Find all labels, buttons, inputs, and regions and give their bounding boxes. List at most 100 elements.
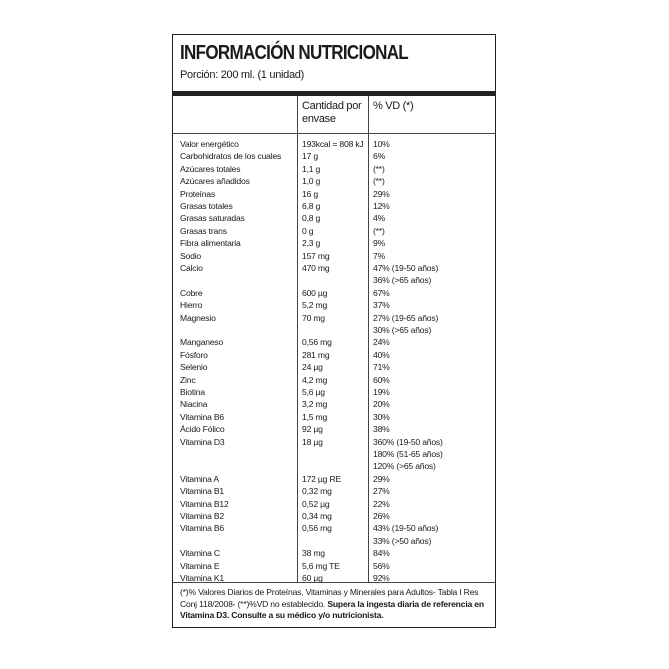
nutrient-vd: (**) <box>373 163 385 174</box>
nutrient-amount: 0,52 µg <box>302 498 330 509</box>
nutrient-vd: 6% <box>373 151 386 162</box>
nutrient-name: Zinc <box>180 374 196 385</box>
label-box <box>172 34 496 628</box>
nutrient-amount: 1,0 g <box>302 176 321 187</box>
nutrient-vd: 27% (19-65 años) <box>373 312 439 323</box>
nutrient-amount: 18 µg <box>302 436 323 447</box>
nutrient-amount: 600 µg <box>302 287 328 298</box>
nutrient-name: Vitamina B2 <box>180 511 224 521</box>
nutrient-name: Vitamina B12 <box>180 498 229 509</box>
nutrient-name: Vitamina B1 <box>180 486 224 497</box>
nutrient-vd: 37% <box>373 300 390 311</box>
nutrient-name: Biotina <box>180 387 205 397</box>
nutrient-vd: 36% (>65 años) <box>373 275 432 286</box>
nutrient-name: Azúcares añadidos <box>180 176 250 187</box>
nutrient-vd: 180% (51-65 años) <box>373 449 443 459</box>
nutrient-name: Fibra alimentaria <box>180 238 241 249</box>
nutrient-name: Hierro <box>180 300 203 311</box>
nutrient-amount: 2,3 g <box>302 238 321 249</box>
nutrient-amount: 470 mg <box>302 263 330 273</box>
nutrient-name: Niacina <box>180 399 208 410</box>
nutrient-name: Vitamina A <box>180 473 219 484</box>
nutrient-vd: 84% <box>373 548 390 559</box>
nutrient-vd: 38% <box>373 424 390 435</box>
nutrient-vd: 19% <box>373 387 390 397</box>
nutrient-vd: 22% <box>373 498 390 509</box>
nutrient-vd: 30% <box>373 411 390 422</box>
nutrient-name: Vitamina K1 <box>180 573 224 583</box>
nutrient-amount: 157 mg <box>302 250 330 261</box>
nutrient-name: Grasas trans <box>180 225 227 236</box>
nutrient-vd: 60% <box>373 374 390 385</box>
footer-note: (*)% Valores Diarios de Proteínas, Vitam… <box>180 587 479 609</box>
nutrient-name: Magnesio <box>180 312 216 323</box>
nutrient-vd: 26% <box>373 511 390 521</box>
nutrient-vd: 12% <box>373 201 390 211</box>
nutrient-name: Ácido Fólico <box>180 424 225 435</box>
nutrient-name: Cobre <box>180 287 203 298</box>
column-divider <box>368 96 369 582</box>
title: INFORMACIÓN NUTRICIONAL <box>180 42 409 64</box>
nutrient-amount: 60 µg <box>302 573 323 583</box>
nutrient-vd: 67% <box>373 287 390 298</box>
nutrient-vd: 71% <box>373 362 390 373</box>
nutrient-name: Selenio <box>180 362 208 373</box>
nutrient-name: Fósforo <box>180 349 208 360</box>
nutrient-vd: 92% <box>373 573 390 583</box>
nutrient-vd: 7% <box>373 250 386 261</box>
nutrient-amount: 193kcal = 808 kJ <box>302 139 364 149</box>
amount-header: Cantidad por envase <box>302 100 362 125</box>
nutrient-amount: 0 g <box>302 225 314 236</box>
nutrient-amount: 38 mg <box>302 548 325 559</box>
nutrient-vd: 40% <box>373 349 390 360</box>
nutrient-amount: 5,6 µg <box>302 387 325 397</box>
nutrient-name: Carbohidratos de los cuales <box>180 151 282 162</box>
footer-warning: Supera la ingesta diaria de referencia e… <box>180 598 484 621</box>
nutrient-vd: 43% (19-50 años) <box>373 523 439 534</box>
nutrient-amount: 0,56 mg <box>302 523 332 534</box>
nutrient-amount: 1,5 mg <box>302 411 328 422</box>
nutrient-name: Vitamina C <box>180 548 220 559</box>
vd-header: % VD (*) <box>373 100 414 112</box>
nutrient-amount: 281 mg <box>302 349 330 360</box>
nutrient-name: Proteínas <box>180 188 215 199</box>
nutrient-vd: 10% <box>373 139 390 149</box>
nutrient-name: Vitamina B6 <box>180 523 224 534</box>
nutrient-name: Calcio <box>180 263 203 273</box>
thick-rule <box>173 91 495 96</box>
nutrient-amount: 0,32 mg <box>302 486 332 497</box>
nutrient-vd: 120% (>65 años) <box>373 461 436 472</box>
nutrient-vd: 29% <box>373 188 390 199</box>
nutrient-name: Vitamina D3 <box>180 436 225 447</box>
nutrient-vd: 4% <box>373 213 386 224</box>
nutrient-amount: 70 mg <box>302 312 325 323</box>
nutrient-amount: 0,8 g <box>302 213 321 224</box>
nutrient-name: Vitamina B6 <box>180 411 224 422</box>
nutrient-amount: 0,34 mg <box>302 511 332 521</box>
nutrient-amount: 16 g <box>302 188 318 199</box>
nutrient-amount: 92 µg <box>302 424 323 435</box>
nutrient-vd: 24% <box>373 337 390 348</box>
footer: (*)% Valores Diarios de Proteínas, Vitam… <box>180 587 492 622</box>
nutrient-amount: 172 µg RE <box>302 473 341 484</box>
nutrient-vd: 56% <box>373 560 390 571</box>
serving: Porción: 200 ml. (1 unidad) <box>180 69 304 81</box>
nutrient-name: Valor energético <box>180 139 239 149</box>
nutrient-name: Manganeso <box>180 337 224 348</box>
nutrient-amount: 5,6 mg TE <box>302 560 340 571</box>
nutrient-amount: 4,2 mg <box>302 374 328 385</box>
nutrient-vd: (**) <box>373 225 385 236</box>
header-rule <box>173 133 495 134</box>
footer-rule <box>173 582 495 583</box>
nutrient-vd: 47% (19-50 años) <box>373 263 439 273</box>
nutrient-vd: 33% (>50 años) <box>373 535 432 546</box>
nutrient-amount: 24 µg <box>302 362 323 373</box>
nutrient-name: Vitamina E <box>180 560 220 571</box>
nutrient-name: Grasas totales <box>180 201 233 211</box>
nutrient-vd: 30% (>65 años) <box>373 325 432 335</box>
nutrient-name: Sodio <box>180 250 201 261</box>
nutrient-amount: 6,8 g <box>302 201 321 211</box>
nutrient-vd: 360% (19-50 años) <box>373 436 443 447</box>
nutrient-amount: 3,2 mg <box>302 399 328 410</box>
